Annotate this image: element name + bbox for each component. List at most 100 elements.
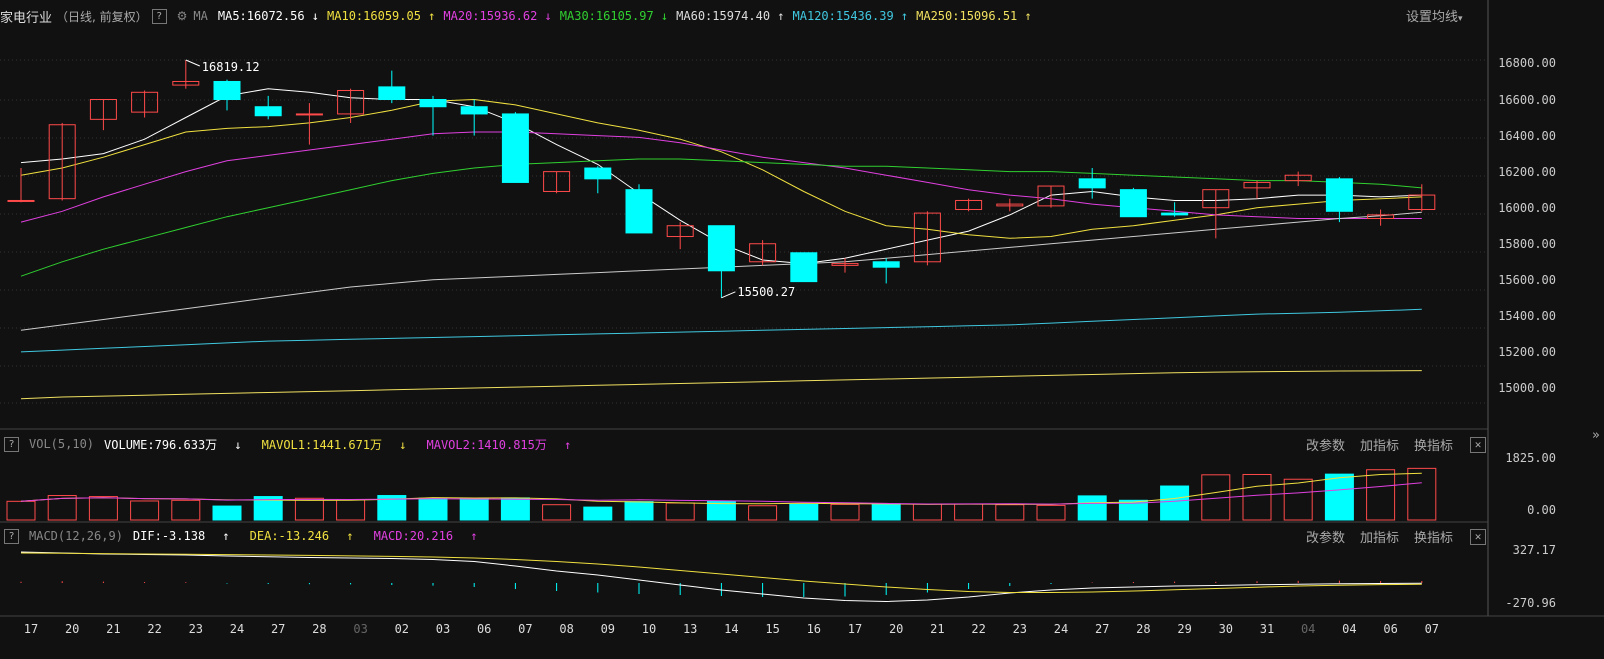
gear-icon[interactable]: ⚙ [176, 9, 188, 23]
ma-legend-6: MA250:15096.51 ↑ [916, 9, 1032, 23]
ma-line-ma10 [20, 98, 1422, 239]
price-annotations: 16819.12 15500.27 [185, 59, 795, 299]
macd-params-button[interactable]: 改参数 [1306, 531, 1346, 546]
price-tick-8: 15200.00 [1498, 344, 1556, 359]
volume-bar-13 [542, 504, 572, 521]
volume-bar-28 [1160, 485, 1190, 521]
candle-body [707, 225, 735, 272]
volume-bar-24 [995, 504, 1025, 521]
dif-line [20, 551, 1422, 603]
candles [7, 60, 1436, 298]
candle-24 [996, 198, 1024, 212]
volume-bar-27 [1118, 499, 1148, 521]
dea-line [20, 552, 1422, 593]
volume-tick-0: 1825.00 [1505, 451, 1556, 465]
candle-2 [89, 99, 117, 131]
candle-body [1161, 212, 1189, 216]
low-label: 15500.27 [737, 285, 795, 299]
candle-29 [1202, 189, 1230, 239]
volume-bars [6, 467, 1437, 521]
date-tick-30: 31 [1259, 622, 1275, 636]
ma-label: MA [193, 9, 208, 23]
volume-bar-20 [830, 503, 860, 521]
volume-bar-22 [912, 503, 942, 521]
chevron-down-icon: ▾ [1458, 14, 1463, 24]
candle-5 [213, 79, 241, 111]
ma-legend-0: MA5:16072.56 ↓ [217, 9, 320, 23]
date-tick-25: 24 [1053, 622, 1069, 636]
vol-add-indicator-button[interactable]: 加指标 [1360, 439, 1400, 454]
volume-value: VOLUME:796.633万 ↓ [104, 437, 242, 452]
date-tick-4: 23 [188, 622, 204, 636]
date-tick-12: 07 [518, 622, 533, 636]
candle-body [1202, 189, 1230, 209]
volume-bar-12 [500, 497, 530, 521]
vol-name[interactable]: VOL(5,10) [29, 437, 95, 451]
date-tick-16: 13 [682, 622, 698, 636]
candle-body [1325, 178, 1353, 212]
ma-legend-3: MA30:16105.97 ↓ [559, 9, 669, 23]
settings-ma-button[interactable]: 设置均线▾ [1406, 10, 1463, 25]
date-tick-5: 24 [229, 622, 245, 636]
date-tick-9: 02 [394, 622, 410, 636]
date-tick-13: 08 [559, 622, 574, 636]
candle-body [1119, 189, 1147, 218]
date-tick-2: 21 [106, 622, 121, 636]
candle-3 [131, 90, 159, 118]
price-tick-9: 15000.00 [1498, 380, 1556, 395]
candle-32 [1325, 177, 1353, 223]
macd-value: MACD:20.216 ↑ [373, 529, 478, 543]
candle-body [131, 91, 159, 113]
candle-body [1243, 181, 1271, 189]
candle-body [584, 167, 612, 180]
candle-body [460, 106, 488, 115]
ma-legend-1: MA10:16059.05 ↑ [327, 9, 436, 23]
high-label: 16819.12 [202, 60, 260, 74]
candle-10 [419, 95, 447, 136]
vol-close-icon[interactable]: ✕ [1470, 437, 1486, 453]
volume-bar-17 [706, 500, 736, 521]
candle-19 [790, 252, 818, 283]
help-icon[interactable]: ? [151, 8, 167, 24]
volume-bar-32 [1324, 473, 1354, 521]
candle-body [625, 189, 653, 234]
date-tick-28: 29 [1177, 622, 1192, 636]
low-arrow [721, 291, 736, 299]
page-title: 家电行业 [0, 10, 53, 26]
candle-body [543, 171, 571, 192]
vol-switch-indicator-button[interactable]: 换指标 [1414, 439, 1454, 454]
date-tick-17: 14 [724, 622, 739, 636]
candle-21 [872, 258, 900, 284]
volume-bar-11 [459, 497, 489, 521]
date-tick-6: 27 [270, 622, 286, 636]
candle-26 [1078, 168, 1106, 199]
period-label: （日线, 前复权） [56, 9, 148, 24]
vol-params-button[interactable]: 改参数 [1306, 439, 1346, 454]
vol-help-icon[interactable]: ? [4, 436, 19, 452]
macd-add-indicator-button[interactable]: 加指标 [1360, 531, 1400, 546]
date-tick-22: 21 [930, 622, 945, 636]
ma-legend-4: MA60:15974.40 ↑ [676, 9, 785, 23]
candle-body [1367, 214, 1395, 220]
macd-name[interactable]: MACD(12,26,9) [29, 529, 123, 543]
candle-body [213, 80, 241, 101]
candle-body [172, 80, 200, 86]
date-tick-24: 23 [1012, 622, 1028, 636]
candle-12 [501, 112, 529, 183]
candle-body [872, 261, 900, 268]
macd-tick-1: -270.96 [1505, 596, 1556, 610]
price-tick-3: 16200.00 [1498, 164, 1556, 179]
candle-4 [172, 60, 200, 89]
macd-close-icon[interactable]: ✕ [1470, 529, 1486, 545]
candle-30 [1243, 180, 1271, 199]
ma-line-ma20 [20, 131, 1422, 223]
price-tick-0: 16800.00 [1498, 56, 1556, 71]
price-tick-7: 15400.00 [1498, 308, 1556, 323]
macd-switch-indicator-button[interactable]: 换指标 [1414, 531, 1454, 546]
scroll-right-icon[interactable]: » [1592, 428, 1600, 443]
macd-help-icon[interactable]: ? [4, 528, 19, 544]
candle-body [666, 225, 694, 238]
main-header: 家电行业 （日线, 前复权） ? ⚙ MA MA5:16072.56 ↓ MA10… [0, 7, 1050, 26]
candle-body [996, 203, 1024, 207]
